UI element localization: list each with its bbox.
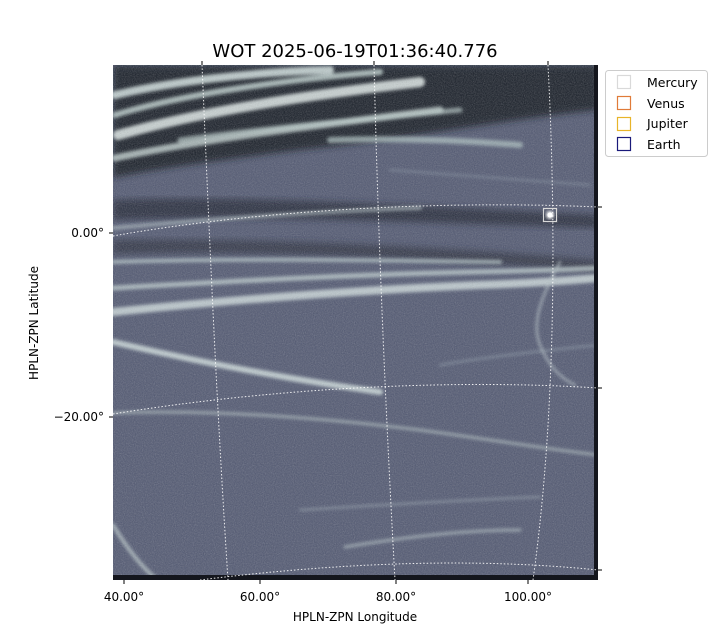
x-tick-label: 60.00° <box>240 590 280 604</box>
grid-line-lat-0 <box>113 204 598 237</box>
legend-entry: Earth <box>616 136 681 152</box>
grid-line-lon-50 <box>201 65 229 580</box>
x-tick-label: 100.00° <box>504 590 552 604</box>
legend-swatch <box>616 136 632 152</box>
x-tick-label: 40.00° <box>104 590 144 604</box>
legend-label: Earth <box>647 137 681 152</box>
planet-marker-mercury <box>542 207 558 223</box>
legend-label: Mercury <box>647 75 698 90</box>
coordinate-grid <box>113 65 598 580</box>
legend-label: Venus <box>647 96 685 111</box>
grid-line-lon-75 <box>373 65 396 580</box>
legend-entry: Venus <box>616 95 685 111</box>
legend-entry: Mercury <box>616 74 698 90</box>
y-tick-label: −20.00° <box>54 410 104 424</box>
legend-swatch <box>616 74 632 90</box>
planet-marker-box <box>542 207 558 223</box>
grid-line-lat-minus20 <box>113 383 598 415</box>
y-tick-label: 0.00° <box>71 226 104 240</box>
planet-dot <box>547 212 553 218</box>
grid-line-lat-minus40 <box>199 562 598 580</box>
x-axis-label: HPLN-ZPN Longitude <box>293 610 417 624</box>
legend-swatch <box>616 95 632 111</box>
legend: Mercury Venus Jupiter Earth <box>605 70 708 157</box>
legend-frame <box>605 70 708 157</box>
x-tick-label: 80.00° <box>376 590 416 604</box>
image-edge <box>113 575 598 580</box>
noise-overlay <box>113 65 598 580</box>
chart-title: WOT 2025-06-19T01:36:40.776 <box>212 41 497 62</box>
legend-swatch <box>616 116 632 132</box>
y-axis-label: HPLN-ZPN Latitude <box>27 266 41 380</box>
axis-ticks <box>109 61 602 584</box>
image-edge <box>594 65 598 580</box>
plot-area <box>113 65 598 580</box>
legend-entry: Jupiter <box>616 116 689 132</box>
legend-label: Jupiter <box>646 116 689 131</box>
